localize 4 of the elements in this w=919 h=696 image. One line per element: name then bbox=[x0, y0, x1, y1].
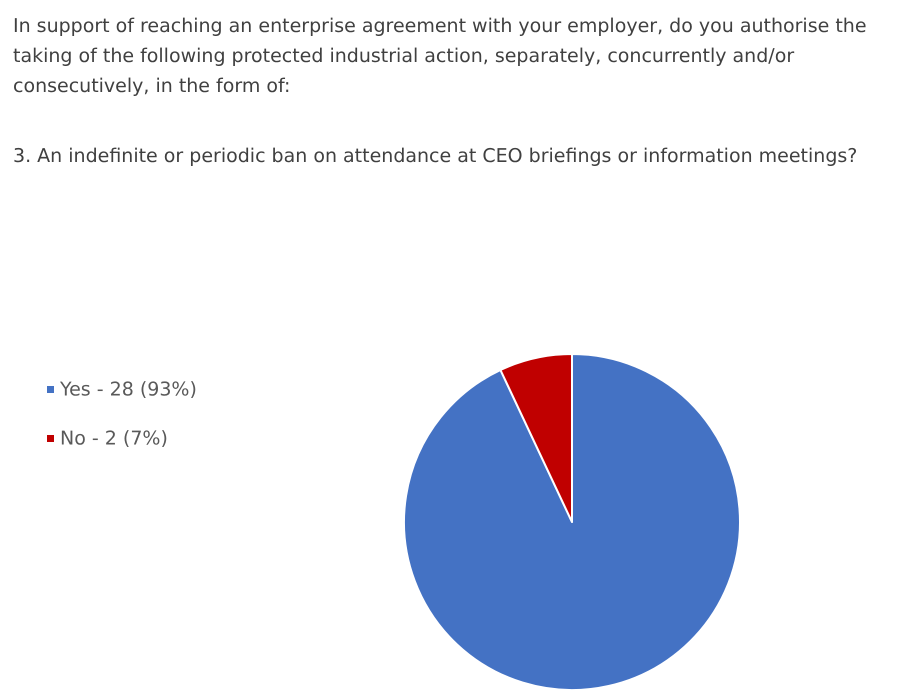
chart-title: In support of reaching an enterprise agreement with your employer, do you authorise the taking of the following protected industrial action, separately, concurrently and/or consecutively, in the form of: bbox=[13, 15, 873, 97]
legend-label: Yes - 28 (93%) bbox=[59, 378, 197, 400]
chart-subtitle: 3. An indefinite or periodic ban on attendance at CEO briefings or information meetings? bbox=[13, 145, 858, 167]
legend-label: No - 2 (7%) bbox=[60, 428, 168, 450]
